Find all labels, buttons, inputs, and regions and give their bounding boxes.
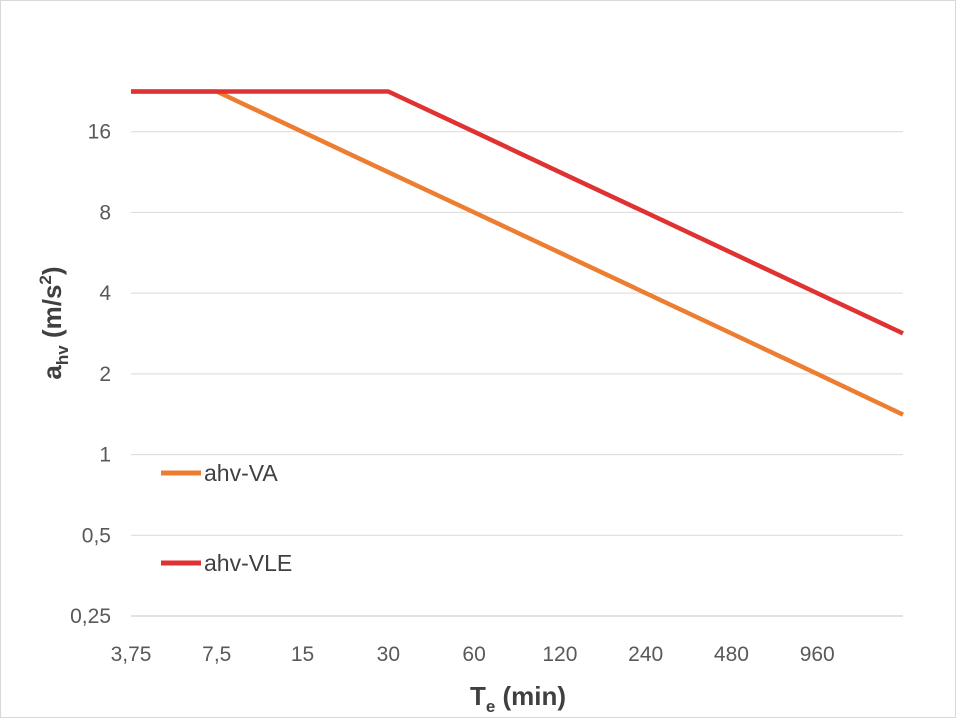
y-axis-title-sup: 2 [36, 275, 55, 284]
x-tick-label: 60 [462, 643, 485, 666]
y-tick-labels: 0,25 0,5 1 2 4 8 16 [70, 121, 111, 628]
legend-label-ahv-vle: ahv-VLE [204, 550, 292, 576]
y-axis-title: ahv (m/s2) [36, 266, 72, 379]
x-axis-title: Te (min) [470, 681, 566, 716]
x-tick-label: 7,5 [202, 643, 231, 666]
x-tick-label: 15 [291, 643, 314, 666]
legend: ahv-VA ahv-VLE [161, 460, 292, 576]
y-axis-title-main: a [37, 365, 67, 380]
x-tick-label: 120 [542, 643, 577, 666]
series-line-ahv-va [131, 89, 904, 417]
y-axis-title-sub: hv [53, 345, 72, 365]
x-tick-label: 3,75 [111, 643, 152, 666]
y-tick-label: 0,5 [82, 524, 111, 547]
y-axis-title-rest: (m/s [37, 285, 67, 346]
x-tick-label: 30 [377, 643, 400, 666]
x-tick-label: 240 [628, 643, 663, 666]
x-tick-label: 960 [800, 643, 835, 666]
y-tick-label: 2 [99, 363, 111, 386]
x-axis-title-main: T [470, 681, 486, 711]
series-line-ahv-vle [131, 89, 904, 336]
x-tick-label: 480 [714, 643, 749, 666]
y-tick-label: 16 [88, 121, 111, 144]
y-tick-label: 1 [99, 444, 111, 467]
y-tick-label: 8 [99, 201, 111, 224]
gridlines [131, 131, 903, 536]
y-tick-label: 4 [99, 282, 111, 305]
x-axis-title-rest: (min) [495, 681, 566, 711]
plot-area [131, 89, 904, 417]
x-tick-labels: 3,75 7,5 15 30 60 120 240 480 960 [111, 643, 835, 666]
legend-label-ahv-va: ahv-VA [204, 460, 278, 486]
y-tick-label: 0,25 [70, 605, 111, 628]
x-axis-title-sub: e [486, 697, 495, 716]
y-axis-title-end: ) [37, 266, 67, 275]
